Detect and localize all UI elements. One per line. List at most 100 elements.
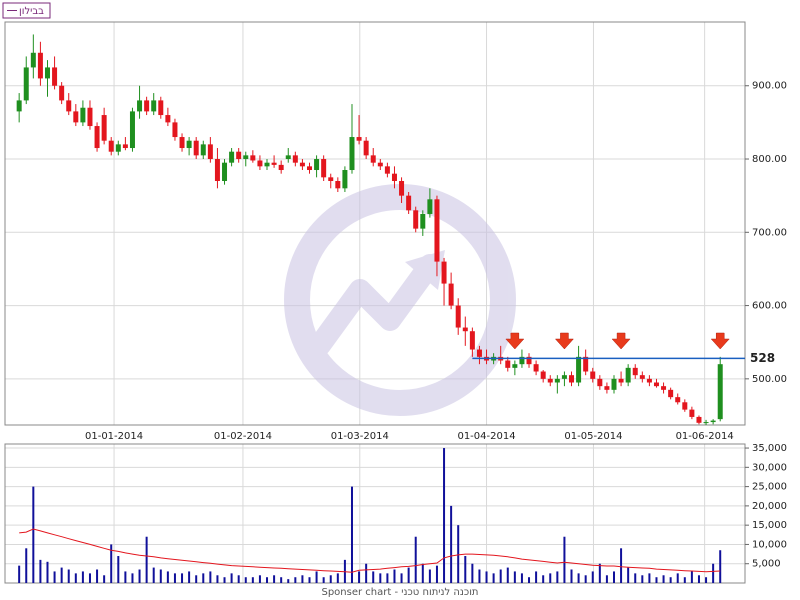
candle-body [554,378,560,383]
volume-bar [641,575,644,583]
volume-bar [209,571,212,583]
volume-bar [18,565,21,583]
candle-body [625,367,631,383]
candle-body [342,170,348,189]
y-tick-label: 600.00 [752,301,787,312]
candle-body [243,155,249,160]
volume-bar [322,577,325,583]
candle-body [356,137,362,141]
candle-body [349,137,355,171]
candle-body [80,107,86,123]
volume-bar [520,573,523,583]
candle-body [30,52,36,68]
candle-body [314,159,320,171]
volume-bar [712,563,715,583]
candle-body [44,67,50,79]
x-tick-label: 01-04-2014 [457,431,515,442]
volume-bar [53,571,56,583]
volume-bar [485,571,488,583]
volume-tick-label: 25,000 [752,482,787,493]
volume-bar [251,577,254,583]
candle-body [448,283,454,306]
candle-body [597,378,603,387]
volume-bar [81,571,84,583]
candle-body [108,140,114,152]
volume-bar [273,575,276,583]
volume-bar [195,575,198,583]
candle-body [94,126,100,149]
candle-body [646,378,652,383]
candle-body [250,155,256,161]
candle-body [306,166,312,171]
volume-bar [124,571,127,583]
y-tick-label: 700.00 [752,227,787,238]
candle-body [717,364,723,420]
volume-bar [202,573,205,583]
volume-bar [336,573,339,583]
candle-body [200,144,206,156]
candle-body [710,420,716,423]
volume-bar [258,575,261,583]
x-tick-label: 01-02-2014 [214,431,272,442]
volume-bar [67,569,70,583]
candle-body [604,386,610,390]
signal-arrow [710,332,730,350]
volume-bar [372,571,375,583]
candle-body [533,364,539,372]
candle-body [618,378,624,383]
volume-bar [690,571,693,583]
candle-body [611,378,617,390]
candle-body [73,111,79,123]
volume-bar [88,573,91,583]
volume-bar [719,550,722,583]
volume-bar [308,577,311,583]
volume-tick-label: 10,000 [752,539,787,550]
candle-body [257,160,263,167]
volume-bar [414,536,417,583]
volume-bar [280,577,283,583]
y-tick-label: 900.00 [752,81,787,92]
candle-body [222,162,228,182]
volume-bar [612,571,615,583]
candle-body [696,416,702,423]
volume-bar [598,563,601,583]
volume-tick-label: 30,000 [752,462,787,473]
volume-bar [294,577,297,583]
volume-bar [676,573,679,583]
volume-bar [400,573,403,583]
candle-body [37,52,43,79]
candle-body [583,356,589,372]
volume-bar [605,575,608,583]
candle-body [144,100,150,112]
candle-body [193,140,199,156]
volume-bar [506,567,509,583]
candle-body [179,137,185,149]
candle-body [158,100,164,116]
volume-bar [443,448,446,583]
candle-body [151,100,157,112]
candle-body [363,140,369,156]
volume-bar [166,571,169,583]
candle-body [413,210,419,229]
volume-bar [358,571,361,583]
candle-body [16,100,22,112]
volume-bar [32,486,35,583]
legend-label: בבילון [19,6,44,17]
candle-body [229,151,235,163]
candle-body [172,122,178,138]
volume-bar [648,573,651,583]
volume-bar [428,569,431,583]
candle-body [299,162,305,167]
volume-bar [697,575,700,583]
volume-bar [535,571,538,583]
watermark [284,184,516,416]
candle-body [101,115,107,141]
volume-bar [96,569,99,583]
volume-bar [223,577,226,583]
candle-body [370,155,376,163]
candle-body [653,382,659,387]
signal-arrow [611,332,631,350]
volume-bar [60,567,63,583]
candle-body [391,173,397,182]
candle-body [321,159,327,178]
